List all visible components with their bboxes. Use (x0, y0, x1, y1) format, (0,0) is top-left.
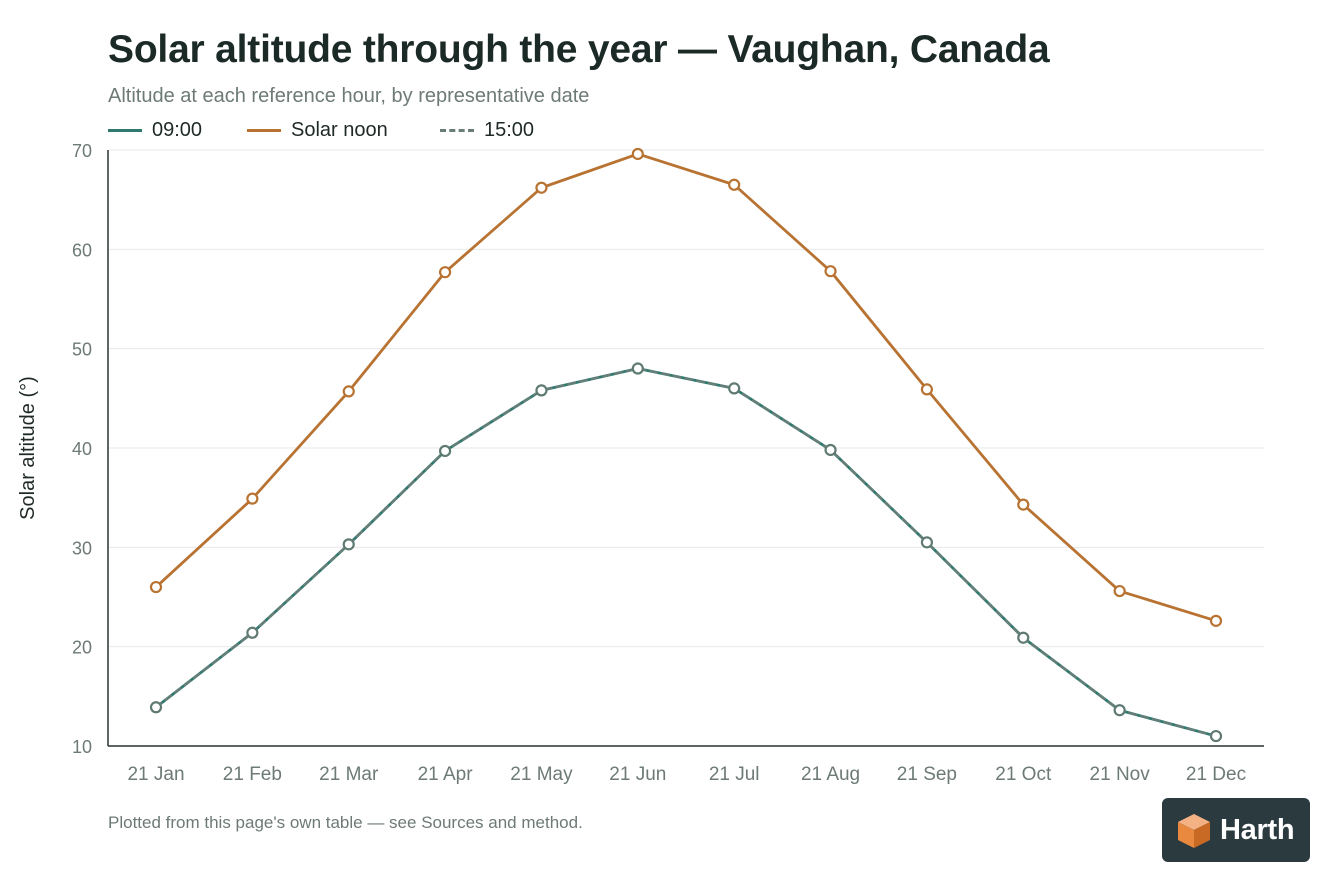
legend-item-afternoon[interactable]: 15:00 (440, 119, 534, 142)
data-point (824, 443, 837, 457)
data-point (438, 444, 452, 458)
data-point (1017, 631, 1030, 644)
footnote: Plotted from this page's own table — see… (108, 813, 583, 832)
data-point (535, 181, 548, 194)
chart-title: Solar altitude through the year — Vaugha… (108, 28, 1050, 71)
data-point (920, 383, 934, 396)
legend-item-morning[interactable]: 09:00 (108, 119, 202, 142)
legend-swatch-morning (108, 129, 142, 132)
data-point (728, 382, 741, 395)
y-tick-label: 10 (72, 737, 92, 757)
cube-logo-icon (1178, 814, 1210, 848)
y-axis-label: Solar altitude (°) (17, 376, 39, 520)
data-point (246, 626, 259, 639)
series-line-0 (154, 367, 1218, 738)
data-point (1209, 614, 1223, 627)
data-point (1209, 729, 1223, 743)
x-tick-label: 21 Mar (319, 764, 379, 785)
y-tick-label: 60 (72, 240, 92, 260)
x-tick-label: 21 Jun (609, 764, 666, 785)
legend-item-noon[interactable]: Solar noon (247, 119, 388, 142)
legend-label-afternoon: 15:00 (484, 119, 535, 141)
data-point (631, 362, 644, 375)
x-tick-label: 21 Sep (897, 764, 957, 785)
data-point (728, 178, 741, 191)
series-line-2 (154, 367, 1218, 738)
x-tick-label: 21 Nov (1090, 764, 1151, 785)
data-point (824, 265, 837, 278)
data-point (1017, 498, 1030, 511)
data-point (535, 384, 548, 397)
legend-label-morning: 09:00 (152, 119, 203, 141)
harth-logo[interactable]: Harth (1162, 798, 1310, 862)
y-tick-label: 50 (72, 340, 92, 360)
data-point (1113, 704, 1126, 717)
y-tick-label: 20 (72, 638, 92, 658)
data-point (342, 385, 355, 398)
x-tick-label: 21 Apr (418, 764, 474, 785)
x-tick-label: 21 May (510, 764, 573, 785)
data-point (342, 538, 355, 551)
data-point (631, 147, 644, 161)
x-tick-label: 21 Jul (709, 764, 760, 785)
y-tick-label: 70 (72, 141, 92, 161)
legend-swatch-afternoon (440, 129, 474, 132)
x-tick-label: 21 Dec (1186, 764, 1246, 785)
data-point (246, 492, 259, 505)
data-point (920, 536, 934, 549)
x-tick-label: 21 Jan (127, 764, 184, 785)
data-point (1113, 584, 1126, 598)
x-tick-label: 21 Feb (223, 764, 282, 785)
chart-subtitle: Altitude at each reference hour, by repr… (108, 85, 590, 107)
logo-wordmark: Harth (1220, 813, 1295, 846)
data-point (149, 580, 163, 594)
x-tick-label: 21 Aug (801, 764, 860, 785)
y-tick-label: 40 (72, 439, 92, 459)
x-tick-label: 21 Oct (995, 764, 1052, 785)
data-point (438, 266, 452, 279)
legend-label-noon: Solar noon (291, 119, 388, 141)
y-tick-label: 30 (72, 538, 92, 558)
series-line-1 (154, 152, 1218, 623)
data-point (149, 701, 163, 714)
legend-swatch-noon (247, 129, 281, 132)
